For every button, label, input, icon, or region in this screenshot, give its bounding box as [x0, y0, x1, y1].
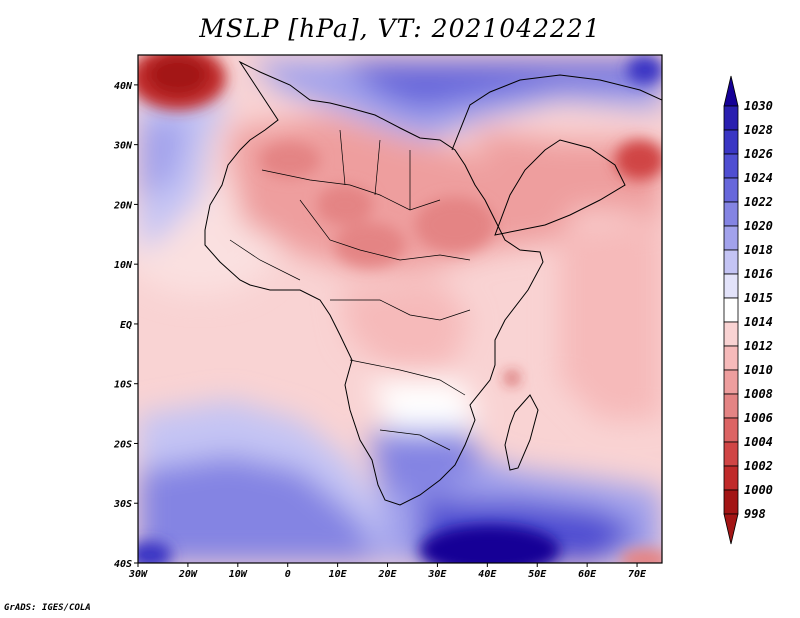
- colorbar-swatch: [723, 105, 739, 131]
- y-tick-label: 20N: [113, 200, 133, 211]
- colorbar-label: 1008: [744, 387, 773, 401]
- colorbar-swatch: [723, 417, 739, 443]
- axis-ticks: 30W 20W 10W 0 10E 20E 30E 40E 50E 60E 70E 40N 30N 20N…: [113, 81, 647, 580]
- y-tick-label: EQ: [120, 320, 132, 331]
- x-tick-label: 10E: [329, 569, 348, 580]
- colorbar-label: 1016: [744, 267, 773, 281]
- x-tick-label: 50E: [528, 569, 547, 580]
- y-tick-label: 40S: [114, 559, 132, 570]
- colorbar-label: 1014: [744, 315, 773, 329]
- x-tick-label: 40E: [478, 569, 497, 580]
- y-tick-label: 30N: [113, 141, 133, 152]
- colorbar-label: 1002: [744, 459, 773, 473]
- colorbar-label: 1024: [744, 171, 773, 185]
- colorbar-swatch: [723, 201, 739, 227]
- credit-label: GrADS: IGES/COLA: [4, 603, 91, 613]
- colorbar-label: 1000: [744, 483, 773, 497]
- coastlines: [204, 60, 662, 506]
- y-tick-label: 10S: [114, 380, 132, 391]
- colorbar-swatch: [723, 369, 739, 395]
- colorbar-label: 1026: [744, 147, 773, 161]
- y-tick-label: 40N: [114, 81, 133, 92]
- x-tick-label: 60E: [578, 569, 597, 580]
- x-tick-label: 20W: [178, 569, 198, 580]
- colorbar-label: 1018: [744, 243, 773, 257]
- x-tick-label: 10W: [229, 569, 248, 580]
- colorbar-swatch: [723, 465, 739, 491]
- colorbar-label: 1020: [744, 219, 773, 233]
- colorbar-label: 1015: [744, 291, 773, 305]
- colorbar-label: 1006: [744, 411, 773, 425]
- colorbar-label: 1012: [744, 339, 773, 353]
- x-tick-label: 20E: [377, 569, 397, 580]
- colorbar: 1030 1028 1026 1024 1022 1020 1018 1016 1015 1014…: [723, 75, 773, 545]
- colorbar-label: 998: [744, 507, 766, 521]
- colorbar-swatch: [723, 489, 739, 515]
- colorbar-swatch: [723, 153, 739, 179]
- map-title: MSLP [hPa], VT: 2021042221: [199, 14, 601, 43]
- map-frame: [137, 54, 663, 564]
- borders: [229, 129, 471, 451]
- colorbar-swatch: [723, 129, 739, 155]
- x-tick-label: 30W: [128, 569, 148, 580]
- colorbar-swatch: [723, 177, 739, 203]
- pressure-cores: [138, 55, 662, 563]
- colorbar-swatch: [723, 75, 739, 107]
- y-tick-label: 20S: [113, 439, 132, 450]
- colorbar-label: 1004: [744, 435, 773, 449]
- colorbar-swatch: [723, 345, 739, 371]
- colorbar-swatch: [723, 321, 739, 347]
- x-tick-label: 0: [285, 569, 291, 580]
- colorbar-swatch: [723, 441, 739, 467]
- x-tick-label: 30E: [427, 569, 447, 580]
- y-tick-label: 10N: [114, 260, 133, 271]
- y-tick-label: 30S: [113, 499, 132, 510]
- colorbar-swatch: [723, 513, 739, 545]
- colorbar-label: 1030: [744, 99, 773, 113]
- x-tick-label: 70E: [628, 569, 647, 580]
- colorbar-label: 1010: [744, 363, 773, 377]
- colorbar-swatch: [723, 297, 739, 323]
- colorbar-label: 1022: [744, 195, 773, 209]
- colorbar-swatch: [723, 249, 739, 275]
- colorbar-swatch: [723, 225, 739, 251]
- pressure-field: [138, 55, 662, 563]
- colorbar-swatch: [723, 273, 739, 299]
- colorbar-label: 1028: [744, 123, 773, 137]
- colorbar-swatch: [723, 393, 739, 419]
